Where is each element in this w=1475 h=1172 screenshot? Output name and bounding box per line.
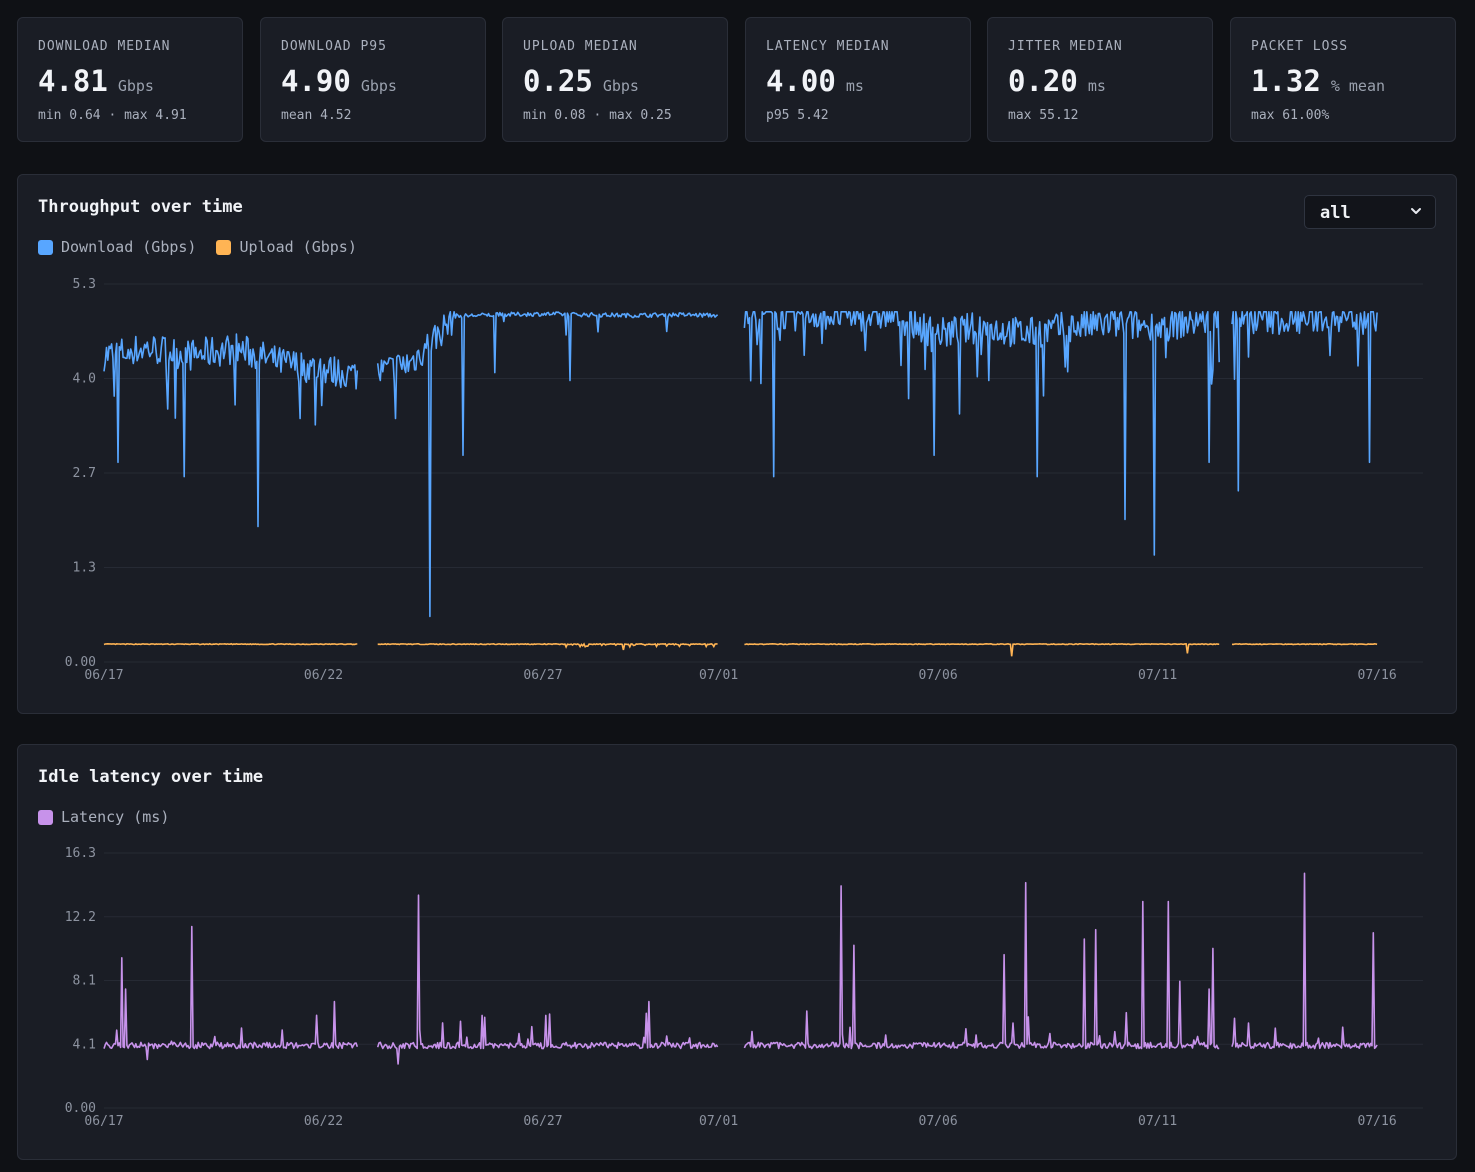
legend-swatch-download [38, 239, 53, 255]
stat-value: 1.32 [1251, 64, 1321, 98]
y-tick-label: 16.3 [65, 846, 96, 861]
stat-unit: ms [845, 77, 864, 95]
legend-label-download: Download (Gbps) [61, 238, 197, 256]
legend-item-upload: Upload (Gbps) [216, 238, 357, 256]
stat-subtext: max 55.12 [1008, 108, 1079, 123]
throughput-legend: Download (Gbps) Upload (Gbps) [38, 238, 357, 256]
x-tick-label: 07/16 [1358, 1114, 1397, 1129]
stat-value: 4.00 [766, 64, 836, 98]
x-tick-label: 07/01 [699, 668, 738, 683]
stat-subtext: p95 5.42 [766, 108, 829, 123]
stat-subtext: max 61.00% [1251, 108, 1330, 123]
x-tick-label: 06/22 [304, 668, 343, 683]
stat-card-jitter-median: JITTER MEDIAN 0.20 ms max 55.12 [987, 17, 1213, 142]
time-range-value: all [1320, 203, 1351, 223]
latency-title: Idle latency over time [38, 767, 264, 787]
stat-unit: Gbps [117, 77, 154, 95]
series-line-upload [103, 642, 1378, 657]
y-tick-label: 2.7 [73, 466, 96, 481]
y-tick-label: 4.0 [73, 372, 96, 387]
x-tick-label: 07/06 [919, 668, 958, 683]
stat-value: 4.90 [281, 64, 351, 98]
throughput-panel: 0.00 1.3 2.7 4.0 5.3 06/17 06/22 06/27 07/01 07/0… [17, 174, 1457, 714]
y-tick-label: 0.00 [65, 655, 96, 670]
x-tick-label: 06/17 [84, 1114, 123, 1129]
stat-card-download-median: DOWNLOAD MEDIAN 4.81 Gbps min 0.64 · max … [17, 17, 243, 142]
stat-label: LATENCY MEDIAN [766, 39, 890, 54]
legend-label-upload: Upload (Gbps) [239, 238, 357, 256]
stat-unit: Gbps [360, 77, 397, 95]
latency-legend: Latency (ms) [38, 808, 169, 826]
stat-unit: Gbps [602, 77, 639, 95]
legend-item-download: Download (Gbps) [38, 238, 196, 256]
legend-item-latency: Latency (ms) [38, 808, 169, 826]
stat-unit: % mean [1330, 77, 1386, 95]
time-range-select[interactable]: all [1304, 195, 1436, 229]
x-tick-label: 07/01 [699, 1114, 738, 1129]
stat-unit: ms [1087, 77, 1106, 95]
series-line-latency [103, 872, 1378, 1065]
chevron-down-icon [1411, 208, 1421, 214]
latency-chart: 0.00 4.1 8.1 12.2 16.3 06/17 06/22 06/27 07/01 07… [65, 846, 1423, 1129]
legend-label-latency: Latency (ms) [61, 808, 170, 826]
y-tick-label: 4.1 [73, 1037, 96, 1052]
stat-subtext: min 0.08 · max 0.25 [523, 108, 672, 123]
x-tick-label: 06/27 [523, 668, 562, 683]
stat-subtext: min 0.64 · max 4.91 [38, 108, 187, 123]
y-tick-label: 0.00 [65, 1101, 96, 1116]
stats-row: DOWNLOAD MEDIAN 4.81 Gbps min 0.64 · max … [17, 17, 1458, 144]
stat-value: 0.25 [523, 64, 593, 98]
x-tick-label: 07/11 [1138, 1114, 1177, 1129]
stat-label: DOWNLOAD MEDIAN [38, 39, 171, 54]
stat-card-latency-median: LATENCY MEDIAN 4.00 ms p95 5.42 [745, 17, 971, 142]
y-tick-label: 12.2 [65, 910, 96, 925]
series-line-download [103, 311, 1378, 618]
stat-label: DOWNLOAD P95 [281, 39, 387, 54]
y-tick-label: 8.1 [73, 974, 96, 989]
stat-label: PACKET LOSS [1251, 39, 1349, 54]
latency-panel: 0.00 4.1 8.1 12.2 16.3 06/17 06/22 06/27 07/01 07… [17, 744, 1457, 1160]
x-tick-label: 06/17 [84, 668, 123, 683]
x-tick-label: 06/27 [523, 1114, 562, 1129]
stat-subtext: mean 4.52 [281, 108, 352, 123]
x-tick-label: 06/22 [304, 1114, 343, 1129]
x-tick-label: 07/11 [1138, 668, 1177, 683]
stat-label: UPLOAD MEDIAN [523, 39, 638, 54]
throughput-chart: 0.00 1.3 2.7 4.0 5.3 06/17 06/22 06/27 07/01 07/0… [65, 277, 1423, 683]
legend-swatch-upload [216, 239, 232, 255]
stat-label: JITTER MEDIAN [1008, 39, 1123, 54]
stat-card-download-p95: DOWNLOAD P95 4.90 Gbps mean 4.52 [260, 17, 486, 142]
stat-value: 0.20 [1008, 64, 1078, 98]
y-tick-label: 1.3 [73, 561, 96, 576]
stat-value: 4.81 [38, 64, 108, 98]
stat-card-packet-loss: PACKET LOSS 1.32 % mean max 61.00% [1230, 17, 1456, 142]
y-tick-label: 5.3 [73, 277, 96, 292]
throughput-title: Throughput over time [38, 197, 243, 217]
x-tick-label: 07/06 [919, 1114, 958, 1129]
x-tick-label: 07/16 [1358, 668, 1397, 683]
stat-card-upload-median: UPLOAD MEDIAN 0.25 Gbps min 0.08 · max 0.… [502, 17, 728, 142]
legend-swatch-latency [38, 809, 53, 825]
